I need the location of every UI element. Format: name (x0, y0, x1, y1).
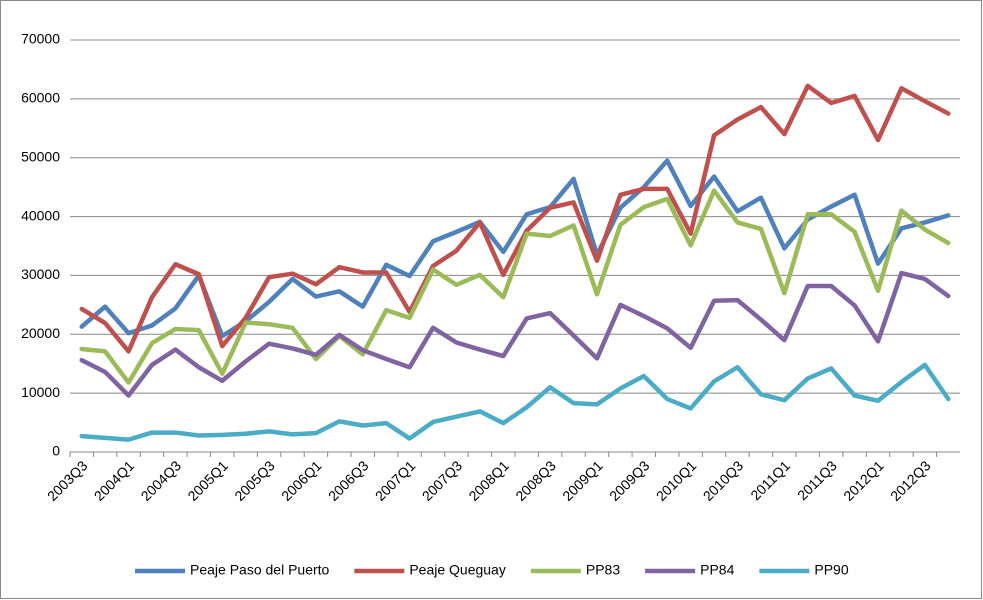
y-tick-label: 0 (52, 443, 60, 459)
series-line (79, 83, 951, 354)
legend-label: PP90 (814, 562, 848, 578)
y-tick-label: 70000 (21, 31, 60, 47)
y-tick-label: 40000 (21, 207, 60, 223)
y-tick-label: 20000 (21, 325, 60, 341)
series-line (79, 362, 951, 442)
y-tick-label: 30000 (21, 266, 60, 282)
legend-label: PP84 (700, 562, 734, 578)
series-line (79, 270, 951, 398)
y-tick-label: 10000 (21, 384, 60, 400)
y-tick-label: 50000 (21, 148, 60, 164)
series-line (79, 188, 951, 385)
legend-label: Peaje Queguay (409, 562, 506, 578)
legend-label: Peaje Paso del Puerto (190, 562, 330, 578)
y-tick-label: 60000 (21, 90, 60, 106)
legend-label: PP83 (586, 562, 620, 578)
